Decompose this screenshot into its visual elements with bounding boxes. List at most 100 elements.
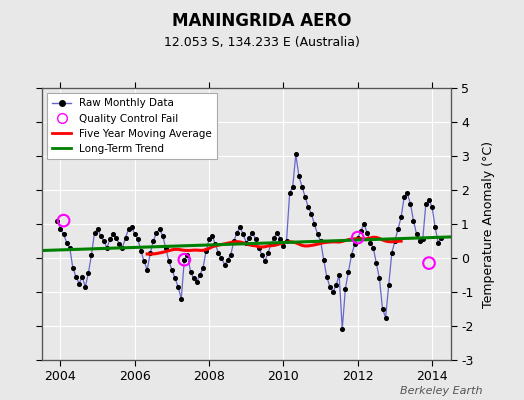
Point <box>437 234 445 241</box>
Point <box>214 250 223 256</box>
Point <box>75 280 83 287</box>
Point <box>397 214 405 220</box>
Point <box>165 258 173 265</box>
Point <box>335 272 343 278</box>
Point <box>221 262 229 268</box>
Point <box>338 326 346 333</box>
Point <box>400 194 408 200</box>
Point <box>127 224 136 230</box>
Point <box>109 231 117 237</box>
Point <box>239 231 247 237</box>
Point <box>388 250 396 256</box>
Point <box>329 289 337 295</box>
Point <box>122 234 130 241</box>
Point <box>425 197 433 203</box>
Point <box>161 244 170 251</box>
Point <box>195 272 204 278</box>
Text: 12.053 S, 134.233 E (Australia): 12.053 S, 134.233 E (Australia) <box>164 36 360 49</box>
Point <box>391 238 399 244</box>
Point <box>156 226 164 232</box>
Point <box>332 282 340 288</box>
Point <box>419 236 427 242</box>
Point <box>199 265 207 271</box>
Point <box>112 234 121 241</box>
Point <box>236 224 244 230</box>
Text: MANINGRIDA AERO: MANINGRIDA AERO <box>172 12 352 30</box>
Point <box>292 151 300 158</box>
Point <box>217 255 226 261</box>
Point <box>69 265 77 271</box>
Point <box>428 204 436 210</box>
Point <box>320 256 328 263</box>
Point <box>273 229 281 236</box>
Point <box>264 250 272 256</box>
Point <box>409 218 418 224</box>
Point <box>431 224 439 230</box>
Point <box>84 270 93 276</box>
Point <box>351 241 359 248</box>
Point <box>434 240 442 246</box>
Point <box>276 236 285 242</box>
Point <box>394 226 402 232</box>
Point <box>171 275 179 282</box>
Point <box>177 296 185 302</box>
Point <box>422 200 430 207</box>
Point <box>180 256 189 263</box>
Point <box>146 250 155 256</box>
Point <box>366 240 374 246</box>
Point <box>96 233 105 239</box>
Point <box>363 229 371 236</box>
Point <box>103 244 111 251</box>
Text: Berkeley Earth: Berkeley Earth <box>400 386 482 396</box>
Point <box>149 238 158 244</box>
Point <box>183 251 192 258</box>
Point <box>403 190 411 197</box>
Point <box>130 231 139 237</box>
Legend: Raw Monthly Data, Quality Control Fail, Five Year Moving Average, Long-Term Tren: Raw Monthly Data, Quality Control Fail, … <box>47 93 217 159</box>
Point <box>375 275 384 282</box>
Point <box>78 274 86 280</box>
Point <box>53 218 62 224</box>
Point <box>242 240 250 246</box>
Point <box>406 200 414 207</box>
Point <box>347 251 356 258</box>
Point <box>224 256 232 263</box>
Point <box>260 258 269 265</box>
Point <box>211 241 220 248</box>
Point <box>106 236 114 242</box>
Point <box>192 278 201 285</box>
Point <box>354 234 362 241</box>
Point <box>344 268 353 275</box>
Point <box>226 251 235 258</box>
Point <box>143 267 151 273</box>
Point <box>425 260 433 266</box>
Point <box>378 306 387 312</box>
Point <box>245 234 254 241</box>
Point <box>289 183 297 190</box>
Point <box>187 268 195 275</box>
Point <box>59 218 68 224</box>
Point <box>190 275 198 282</box>
Point <box>357 228 365 234</box>
Point <box>56 226 64 232</box>
Point <box>416 238 424 244</box>
Point <box>270 234 278 241</box>
Point <box>248 229 257 236</box>
Point <box>282 238 291 244</box>
Point <box>310 221 319 227</box>
Point <box>168 267 176 273</box>
Point <box>258 251 266 258</box>
Point <box>307 210 315 217</box>
Point <box>267 241 275 248</box>
Point <box>59 231 68 237</box>
Point <box>304 204 312 210</box>
Point <box>140 258 148 265</box>
Point <box>100 238 108 244</box>
Point <box>93 226 102 232</box>
Point <box>294 173 303 180</box>
Point <box>158 233 167 239</box>
Point <box>115 241 124 248</box>
Point <box>323 274 331 280</box>
Point <box>205 236 213 242</box>
Point <box>202 248 210 254</box>
